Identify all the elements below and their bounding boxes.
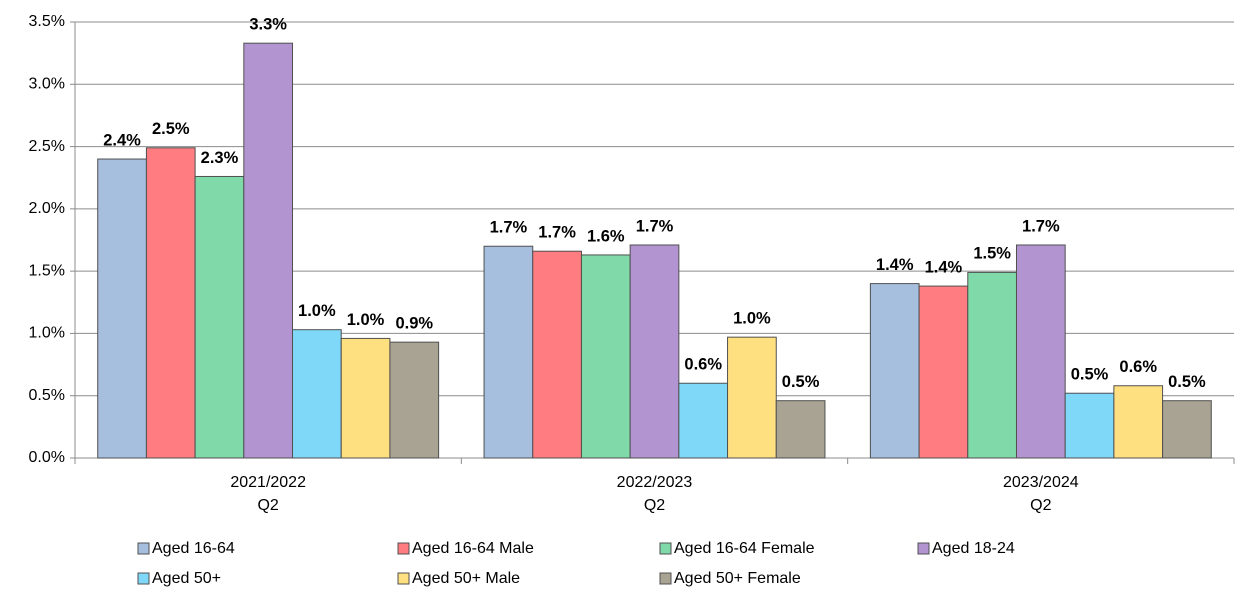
legend-swatch <box>397 542 410 555</box>
value-label: 0.6% <box>1119 358 1157 376</box>
value-label: 2.4% <box>103 131 141 149</box>
bar <box>1064 392 1115 459</box>
legend-swatch <box>397 572 410 585</box>
bar <box>580 254 631 459</box>
y-tick-label: 0.0% <box>29 449 65 466</box>
y-tick-label: 3.5% <box>29 13 65 30</box>
value-label: 1.0% <box>298 302 336 320</box>
x-tick-label: 2022/2023 <box>617 474 693 491</box>
y-tick-label: 1.5% <box>29 262 65 279</box>
legend-swatch <box>659 572 672 585</box>
value-label: 1.5% <box>973 245 1011 263</box>
value-label: 1.0% <box>347 311 385 329</box>
x-tick-label: 2021/2022 <box>230 474 306 491</box>
bar <box>775 400 826 459</box>
value-label: 1.7% <box>636 217 674 235</box>
value-label: 1.7% <box>1022 217 1060 235</box>
bar <box>340 337 391 459</box>
y-tick-label: 2.5% <box>29 138 65 155</box>
bar <box>389 341 440 459</box>
value-label: 1.7% <box>538 224 576 242</box>
value-label: 0.5% <box>1071 366 1109 384</box>
y-tick-label: 0.5% <box>29 387 65 404</box>
bar <box>678 382 729 459</box>
bar <box>918 285 969 459</box>
bar <box>292 329 342 459</box>
legend-label: Aged 50+ <box>152 570 221 587</box>
y-tick-label: 1.0% <box>29 325 65 342</box>
value-label: 3.3% <box>249 16 287 34</box>
x-tick-label: Q2 <box>257 497 278 514</box>
legend-swatch <box>137 572 150 585</box>
value-label: 1.4% <box>876 256 914 274</box>
x-tick-label: 2023/2024 <box>1003 474 1079 491</box>
legend-label: Aged 16-64 Male <box>412 540 534 557</box>
y-tick-label: 3.0% <box>29 76 65 93</box>
bar <box>1113 385 1164 459</box>
bar <box>145 147 196 459</box>
value-label: 2.5% <box>152 120 190 138</box>
bar <box>532 250 582 459</box>
bar <box>1162 400 1212 459</box>
bar <box>629 244 680 459</box>
value-label: 0.5% <box>782 373 820 391</box>
legend-label: Aged 50+ Male <box>412 570 520 587</box>
bar <box>483 245 534 459</box>
legend-label: Aged 18-24 <box>932 540 1015 557</box>
x-tick-label: Q2 <box>1030 497 1051 514</box>
bar <box>727 336 777 459</box>
bar <box>97 158 147 459</box>
x-tick-label: Q2 <box>644 497 665 514</box>
legend-label: Aged 16-64 Female <box>674 540 815 557</box>
bar <box>1015 244 1066 459</box>
value-label: 1.6% <box>587 227 625 245</box>
legend-label: Aged 50+ Female <box>674 570 801 587</box>
bar <box>967 271 1017 459</box>
value-label: 0.6% <box>684 356 722 374</box>
legend-swatch <box>917 542 930 555</box>
value-label: 1.7% <box>490 219 528 237</box>
value-label: 2.3% <box>201 149 239 167</box>
y-tick-label: 2.0% <box>29 200 65 217</box>
legend-swatch <box>137 542 150 555</box>
bar <box>869 283 920 459</box>
value-label: 1.4% <box>925 258 963 276</box>
bar <box>243 42 294 459</box>
value-label: 0.5% <box>1168 373 1206 391</box>
legend-label: Aged 16-64 <box>152 540 235 557</box>
value-label: 0.9% <box>395 315 433 333</box>
bar <box>194 175 245 459</box>
legend-swatch <box>659 542 672 555</box>
value-label: 1.0% <box>733 310 771 328</box>
